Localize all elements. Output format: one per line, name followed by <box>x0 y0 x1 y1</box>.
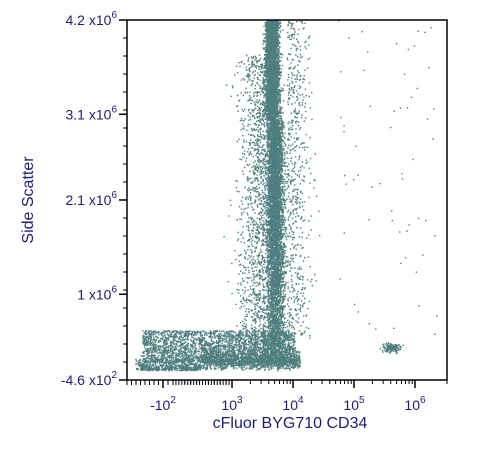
scatter-points <box>135 20 438 372</box>
y-tick-label: 3.1 x106 <box>66 104 118 122</box>
x-tick-label: 105 <box>343 395 365 413</box>
data-points <box>135 20 438 372</box>
x-axis-label: cFluor BYG710 CD34 <box>213 415 368 432</box>
y-tick-label: -4.6 x102 <box>61 370 118 388</box>
x-tick-label: 104 <box>282 395 304 413</box>
x-tick-label: 106 <box>404 395 426 413</box>
x-tick-label: 103 <box>221 395 243 413</box>
y-axis-label: Side Scatter <box>20 156 37 244</box>
ticks: 4.2 x106 3.1 x106 2.1 x106 1 x106 -4.6 x102 -… <box>61 10 448 413</box>
x-tick-label: -102 <box>150 395 176 413</box>
y-tick-label: 4.2 x106 <box>66 10 118 28</box>
y-tick-label: 1 x106 <box>77 284 117 302</box>
y-tick-label: 2.1 x106 <box>66 190 118 208</box>
